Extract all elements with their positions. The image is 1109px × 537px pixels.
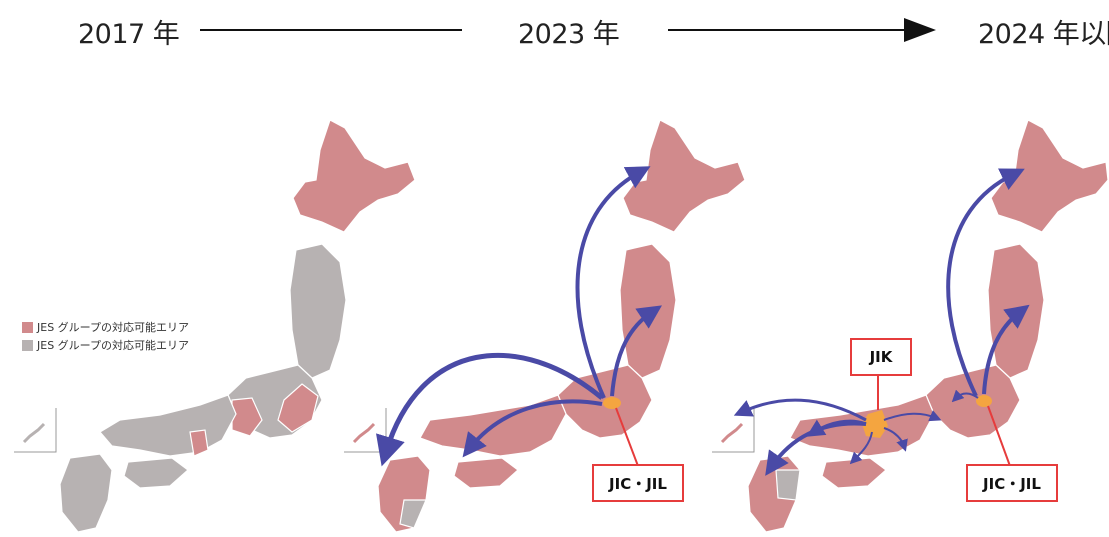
region-kyushu (59, 453, 113, 533)
legend-swatch-uncovered (22, 339, 33, 351)
year-2024-onward: 2024 年以降 (978, 19, 1109, 50)
arrow-to-tohoku (982, 304, 1030, 395)
arrow-to-kyushu (376, 352, 604, 467)
base-marker-east (976, 395, 992, 407)
arrow-to-okinawa-direction (733, 398, 867, 422)
okinawa-islands (352, 422, 376, 444)
region-kansai-covered (189, 429, 209, 457)
region-kyushu-south-uncovered (399, 499, 427, 529)
base-marker (603, 397, 621, 409)
timeline-line-2 (668, 29, 908, 31)
legend-label-covered: JES グループの対応可能エリア (37, 321, 190, 334)
region-hokkaido (292, 119, 416, 233)
legend-swatch-covered (22, 321, 33, 333)
region-shikoku (453, 457, 519, 489)
year-2017: 2017 年 (78, 19, 180, 50)
okinawa-inset-frame (14, 408, 57, 453)
arrow-to-hokkaido (575, 166, 651, 399)
base-marker-west (862, 410, 888, 438)
region-kanto-chubu (925, 364, 1021, 439)
arrow-east-local (951, 389, 979, 403)
arrow-to-hokkaido (946, 168, 1025, 397)
okinawa-islands (22, 422, 46, 444)
okinawa-islands (720, 422, 744, 444)
okinawa-inset-frame (712, 408, 755, 453)
region-hokkaido (622, 119, 746, 233)
okinawa-inset-frame (344, 408, 387, 453)
callout-leader (615, 407, 639, 467)
map-2024-onward (712, 119, 1109, 533)
region-kyushu-uncovered (775, 469, 801, 501)
legend: JES グループの対応可能エリア JES グループの対応可能エリア (22, 318, 189, 354)
map-2023 (344, 119, 746, 533)
arrow-to-chubu (883, 410, 942, 422)
region-kansai-chugoku (99, 394, 237, 457)
map-2017 (14, 119, 416, 533)
arrow-to-shikoku (849, 431, 873, 465)
region-shikoku (123, 457, 189, 489)
arrow-to-chugoku (806, 419, 867, 437)
timeline-line-1 (200, 29, 462, 31)
callout-jic-jil-2023: JIC・JIL (592, 464, 684, 502)
year-2023: 2023 年 (518, 19, 620, 50)
arrow-to-tohoku (610, 305, 662, 397)
arrow-to-kinki (883, 427, 908, 452)
legend-item-uncovered: JES グループの対応可能エリア (22, 336, 189, 354)
callout-leader-jic-jil (987, 405, 1011, 467)
legend-item-covered: JES グループの対応可能エリア (22, 318, 189, 336)
region-shikoku (821, 457, 887, 489)
region-tohoku (987, 243, 1045, 379)
region-tohoku (619, 243, 677, 379)
region-chubu-covered (231, 397, 263, 437)
legend-label-uncovered: JES グループの対応可能エリア (37, 339, 190, 352)
region-tohoku (289, 243, 347, 379)
callout-jic-jil-2024: JIC・JIL (966, 464, 1058, 502)
callout-jik: JIK (850, 338, 912, 376)
arrow-to-chugoku (462, 399, 603, 458)
region-kanto-covered (277, 383, 319, 433)
